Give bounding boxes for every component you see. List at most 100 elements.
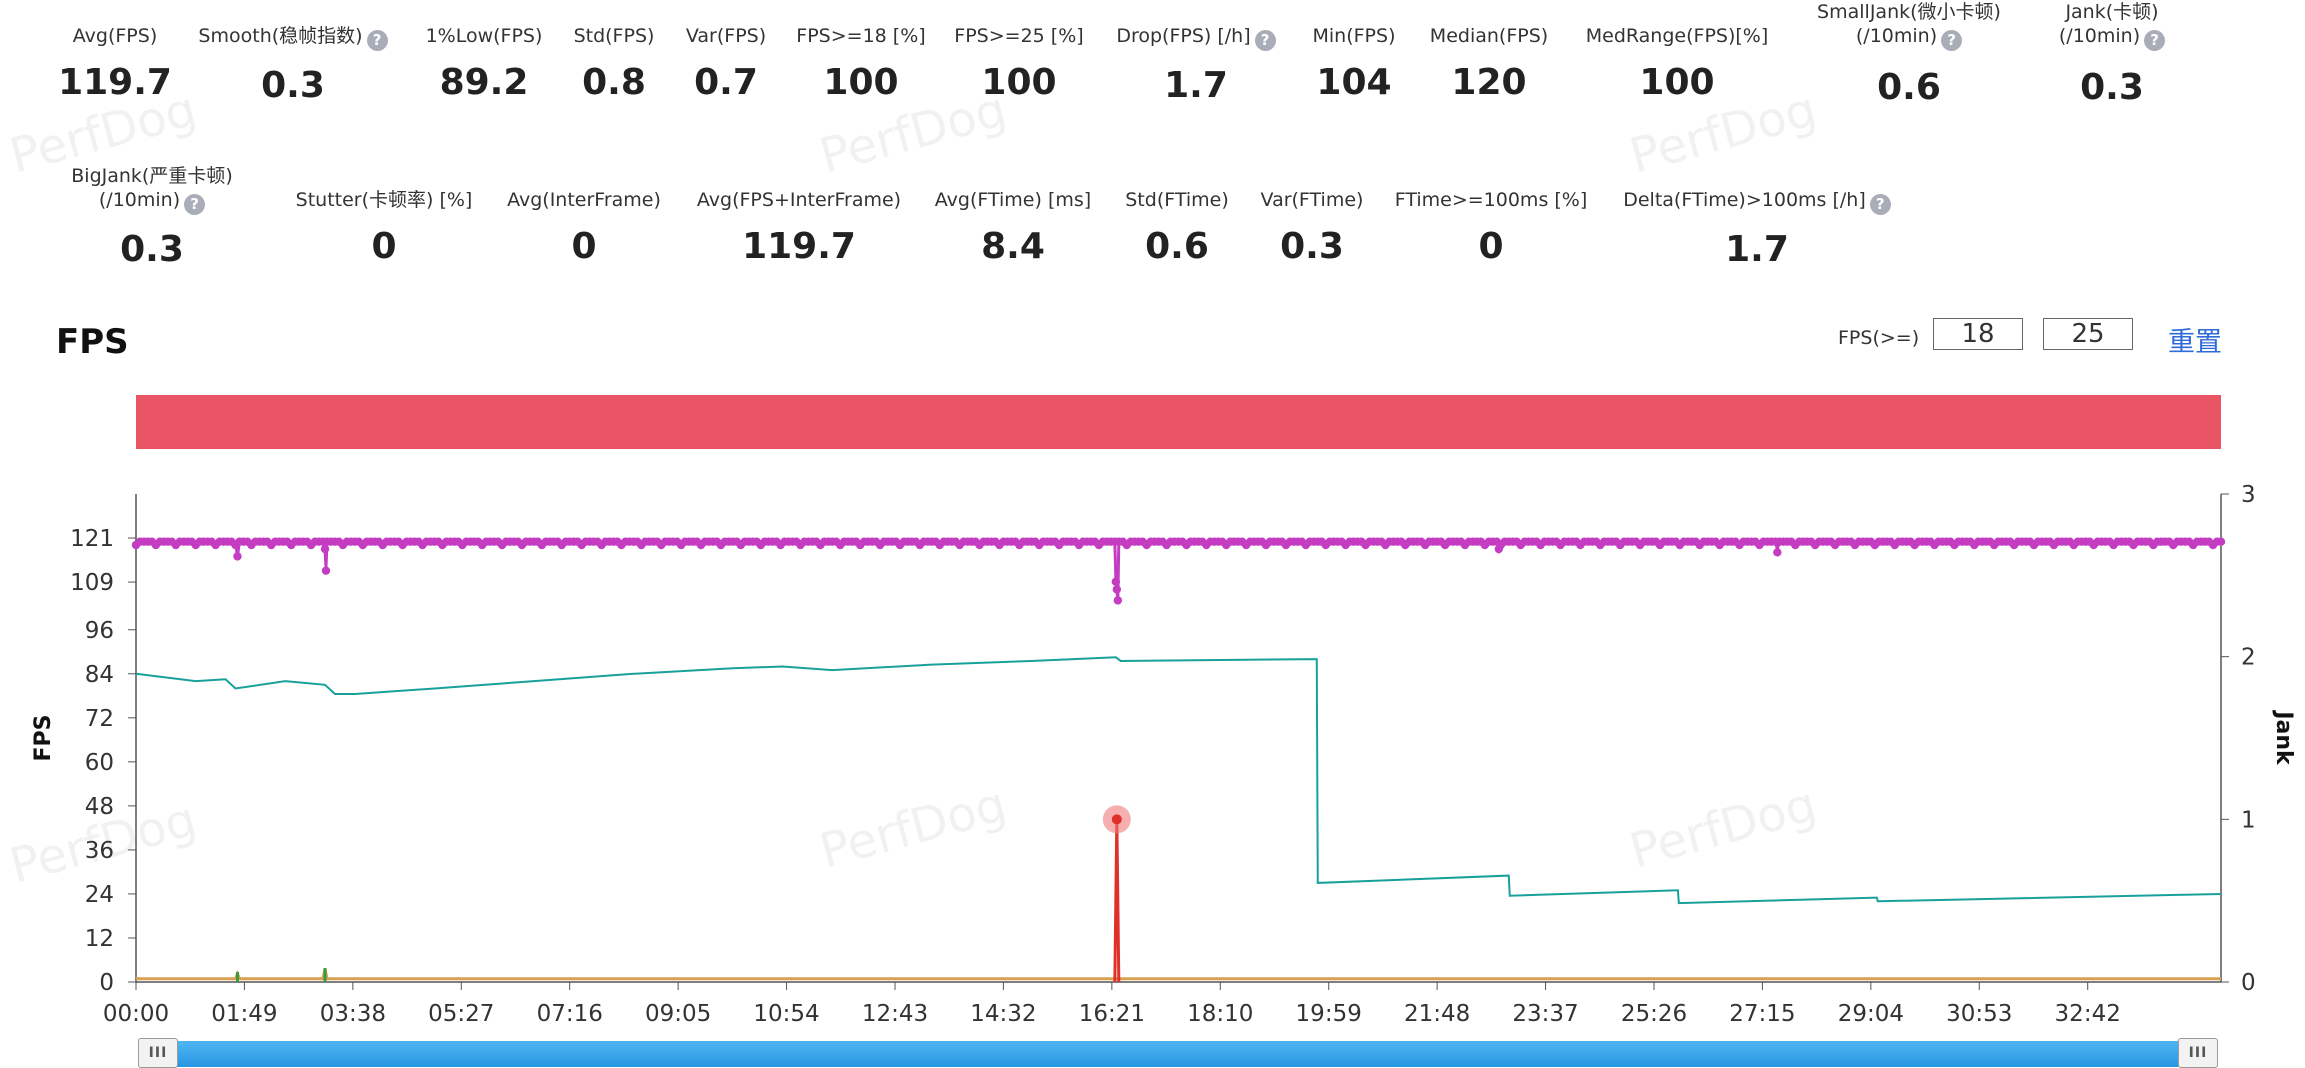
y-tick-label: 109 bbox=[70, 570, 114, 596]
y-tick-label: 60 bbox=[85, 750, 114, 776]
x-tick-label: 14:32 bbox=[970, 1001, 1036, 1027]
question-circle-icon[interactable]: ? bbox=[1254, 30, 1276, 51]
y-tick-label: 36 bbox=[85, 838, 114, 864]
series-jank-spike-line bbox=[1113, 819, 1121, 983]
stat-value: 1.7 bbox=[1164, 65, 1228, 106]
question-circle-icon[interactable]: ? bbox=[366, 30, 388, 51]
x-tick-label: 01:49 bbox=[211, 1001, 277, 1027]
x-tick-label: 27:15 bbox=[1729, 1001, 1795, 1027]
reset-link[interactable]: 重置 bbox=[2168, 327, 2222, 358]
x-tick-label: 18:10 bbox=[1187, 1001, 1253, 1027]
y2-tick-label: 2 bbox=[2241, 645, 2256, 671]
stat-label-unit: (/10min)? bbox=[22, 188, 282, 215]
y-tick-label: 0 bbox=[99, 970, 114, 996]
stat-label: Min(FPS) bbox=[1312, 25, 1396, 47]
fps-point bbox=[1113, 596, 1123, 605]
stat-value: 0.8 bbox=[582, 62, 646, 103]
stat-value: 119.7 bbox=[742, 226, 856, 267]
y-tick-label: 24 bbox=[85, 882, 114, 908]
x-tick-label: 16:21 bbox=[1079, 1001, 1145, 1027]
fps-point bbox=[2216, 537, 2226, 546]
stat-value: 0.6 bbox=[1145, 226, 1209, 267]
stat-label: Stutter(卡顿率) [%] bbox=[295, 189, 473, 211]
y2-axis-label: Jank bbox=[2271, 709, 2296, 766]
slider-handle-right[interactable]: III bbox=[2178, 1038, 2218, 1068]
question-circle-icon[interactable]: ? bbox=[1869, 194, 1891, 215]
x-tick-label: 03:38 bbox=[320, 1001, 386, 1027]
stat-label: FPS>=25 [%] bbox=[954, 25, 1084, 47]
x-tick-label: 30:53 bbox=[1946, 1001, 2012, 1027]
stat-label: Smooth(稳帧指数)? bbox=[153, 24, 433, 51]
stat-label: SmallJank(微小卡顿) bbox=[1817, 1, 2001, 23]
stat-value: 89.2 bbox=[439, 62, 529, 103]
fps-point bbox=[233, 552, 242, 561]
stat-value: 0.3 bbox=[2080, 67, 2144, 108]
y-axis-label: FPS bbox=[31, 715, 56, 762]
x-tick-label: 12:43 bbox=[862, 1001, 928, 1027]
fps-point bbox=[320, 544, 330, 554]
stat-label: Std(FTime) bbox=[1125, 189, 1229, 211]
x-tick-label: 10:54 bbox=[753, 1001, 819, 1027]
stat-value: 0 bbox=[1478, 226, 1504, 267]
fps-point bbox=[1111, 577, 1121, 586]
stat-value: 8.4 bbox=[981, 226, 1045, 267]
fps-point bbox=[321, 566, 331, 575]
question-circle-icon[interactable]: ? bbox=[184, 194, 206, 215]
stat-label-unit: (/10min)? bbox=[1769, 24, 2049, 51]
fps-point bbox=[1773, 548, 1782, 557]
threshold-input-1[interactable] bbox=[1933, 318, 2023, 350]
question-circle-icon[interactable]: ? bbox=[2144, 30, 2166, 51]
y-tick-label: 84 bbox=[85, 662, 114, 688]
section-title: FPS bbox=[56, 322, 129, 362]
fps-threshold-band bbox=[136, 395, 2221, 449]
y-tick-label: 72 bbox=[85, 706, 114, 732]
stat-label: Avg(FPS) bbox=[72, 25, 158, 47]
stat-value: 0.3 bbox=[120, 229, 184, 270]
x-tick-label: 29:04 bbox=[1838, 1001, 1904, 1027]
stat-label: 1%Low(FPS) bbox=[425, 25, 543, 47]
y-tick-label: 96 bbox=[85, 618, 114, 644]
stat-value: 0 bbox=[571, 226, 597, 267]
stat-value: 0.3 bbox=[1280, 226, 1344, 267]
threshold-label: FPS(>=) bbox=[1838, 327, 1920, 349]
stat-label: FPS>=18 [%] bbox=[796, 25, 926, 47]
y-tick-label: 48 bbox=[85, 794, 114, 820]
stat-label: Std(FPS) bbox=[573, 25, 655, 47]
stat-value: 100 bbox=[981, 62, 1057, 103]
fps-point bbox=[1112, 585, 1122, 594]
stat-label: Avg(FPS+InterFrame) bbox=[696, 189, 902, 211]
threshold-input-2[interactable] bbox=[2043, 318, 2133, 350]
y2-tick-label: 1 bbox=[2241, 807, 2256, 833]
stat-value: 119.7 bbox=[58, 62, 172, 103]
x-tick-label: 25:26 bbox=[1621, 1001, 1687, 1027]
question-circle-icon[interactable]: ? bbox=[1941, 30, 1963, 51]
y2-tick-label: 0 bbox=[2241, 970, 2256, 996]
stat-value: 0 bbox=[371, 226, 397, 267]
stat-label: FTime>=100ms [%] bbox=[1394, 189, 1588, 211]
series-jank-line bbox=[135, 656, 2222, 905]
stat-label: Delta(FTime)>100ms [/h]? bbox=[1597, 188, 1917, 215]
y-tick-label: 121 bbox=[70, 526, 114, 552]
stat-value: 0.3 bbox=[261, 65, 325, 106]
stat-label: Jank(卡顿) bbox=[2065, 1, 2159, 23]
stat-label: Drop(FPS) [/h]? bbox=[1066, 24, 1326, 51]
slider-handle-left[interactable]: III bbox=[138, 1038, 178, 1068]
stat-value: 0.6 bbox=[1877, 67, 1941, 108]
stat-value: 100 bbox=[823, 62, 899, 103]
x-tick-label: 09:05 bbox=[645, 1001, 711, 1027]
x-tick-label: 05:27 bbox=[428, 1001, 494, 1027]
stat-value: 1.7 bbox=[1725, 229, 1789, 270]
series-baseline-line bbox=[136, 968, 2221, 981]
x-tick-label: 19:59 bbox=[1296, 1001, 1362, 1027]
x-tick-label: 21:48 bbox=[1404, 1001, 1470, 1027]
time-range-slider[interactable] bbox=[138, 1041, 2218, 1067]
stat-value: 100 bbox=[1639, 62, 1715, 103]
stat-label: BigJank(严重卡顿) bbox=[71, 165, 233, 187]
stat-value: 0.7 bbox=[694, 62, 758, 103]
stat-label-unit: (/10min)? bbox=[2002, 24, 2222, 51]
stat-label: Avg(FTime) [ms] bbox=[934, 189, 1092, 211]
stat-label: Avg(InterFrame) bbox=[507, 189, 661, 211]
stat-label: Var(FPS) bbox=[685, 25, 767, 47]
stat-label: Var(FTime) bbox=[1260, 189, 1364, 211]
